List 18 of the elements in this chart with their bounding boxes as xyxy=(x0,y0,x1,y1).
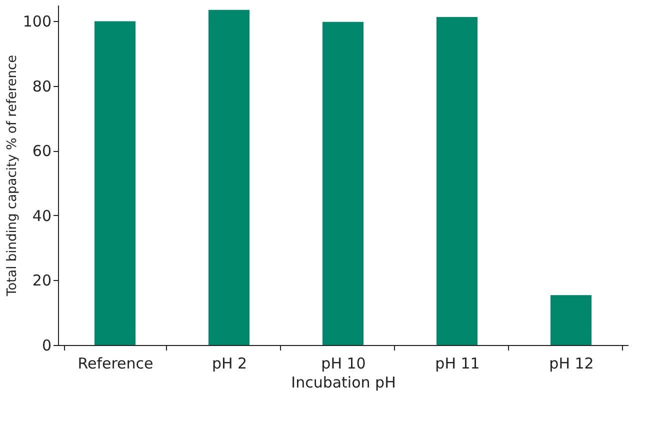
x-tick-label: pH 10 xyxy=(321,354,366,372)
bar xyxy=(436,16,478,345)
y-axis-title: Total binding capacity % of reference xyxy=(4,54,20,298)
bar xyxy=(208,10,250,345)
y-tick-label: 20 xyxy=(32,272,52,290)
y-tick-label: 80 xyxy=(32,77,52,96)
y-tick-label: 0 xyxy=(42,336,52,354)
bar xyxy=(322,22,364,345)
y-tick-label: 60 xyxy=(32,142,52,160)
x-axis-title: Incubation pH xyxy=(291,374,396,392)
x-tick-label: pH 11 xyxy=(435,354,480,372)
x-tick-label: pH 12 xyxy=(549,354,594,372)
bar xyxy=(94,21,136,345)
x-tick-label: pH 2 xyxy=(212,354,248,372)
bar xyxy=(550,295,592,345)
y-tick-label: 40 xyxy=(32,206,52,225)
x-tick-label: Reference xyxy=(78,354,154,372)
y-tick-label: 100 xyxy=(22,12,52,31)
